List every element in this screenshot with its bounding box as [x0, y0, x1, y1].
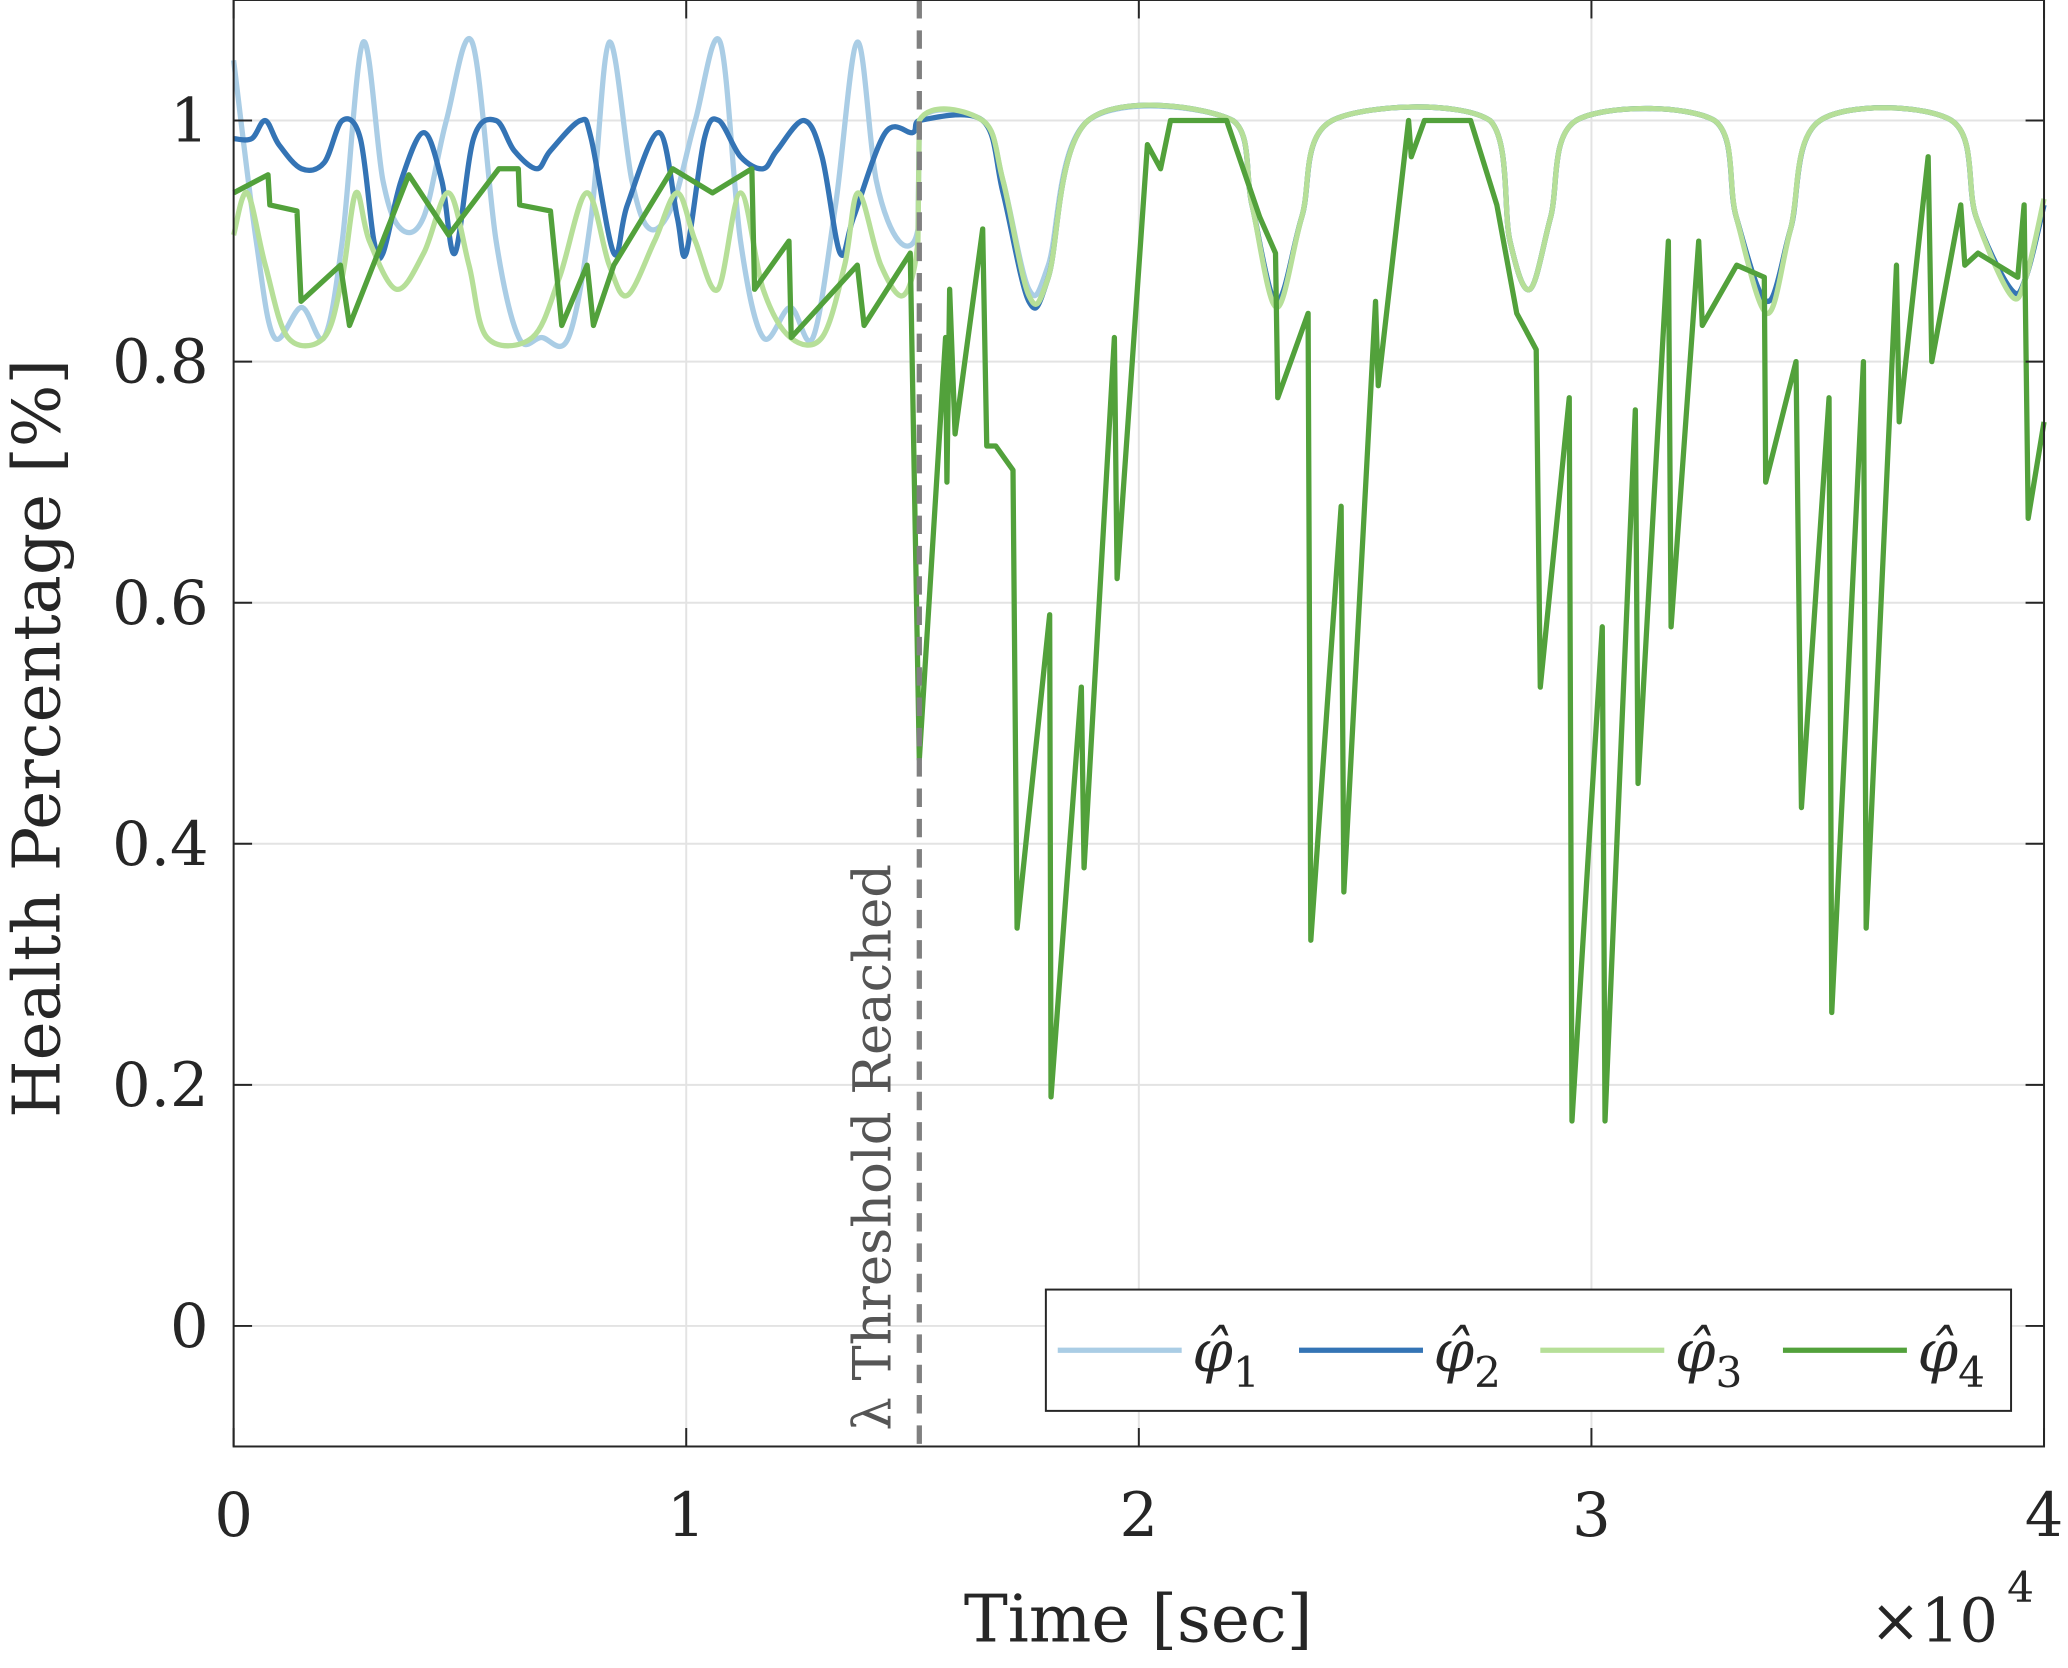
y-tick-labels: 0 0.2 0.4 0.6 0.8 1: [112, 87, 208, 1362]
x-tick-label: 1: [667, 1481, 706, 1551]
legend-label-subscript: 4: [1958, 1348, 1985, 1397]
legend-label-subscript: 3: [1715, 1348, 1742, 1397]
legend-label: φ̂4: [1917, 1317, 1984, 1397]
x-exponent-label: ×10 4: [1870, 1563, 2034, 1657]
legend-label-subscript: 1: [1233, 1348, 1260, 1397]
y-tick-label: 0.2: [112, 1051, 208, 1121]
legend-item-phi-4[interactable]: φ̂4: [1782, 1317, 1985, 1397]
series-line-phi-3: [231, 102, 2047, 349]
y-tick-label: 0.8: [112, 328, 208, 398]
tick-marks: [232, 0, 2046, 1447]
x-tick-label: 0: [214, 1481, 253, 1551]
y-axis-label: Health Percentage [%]: [0, 359, 76, 1118]
y-tick-label: 0.6: [112, 569, 208, 639]
y-tick-label: 1: [170, 87, 209, 157]
x-tick-label: 2: [1120, 1481, 1159, 1551]
threshold-annotation: λ Threshold Reached: [842, 864, 903, 1431]
x-tick-label: 4: [2025, 1481, 2064, 1551]
x-tick-labels: 0 1 2 3 4: [214, 1481, 2063, 1551]
y-tick-label: 0: [170, 1292, 209, 1362]
legend-label-subscript: 2: [1474, 1348, 1501, 1397]
x-exponent-power: 4: [2007, 1563, 2034, 1612]
plot-area: [231, 0, 2047, 1448]
legend[interactable]: φ̂1 φ̂2 φ̂3 φ̂4: [1044, 1288, 2013, 1412]
series-line-phi-4: [232, 117, 2047, 1124]
x-axis-label: Time [sec]: [964, 1581, 1313, 1658]
series-layer: [231, 36, 2047, 1124]
x-exponent-base: ×10: [1870, 1587, 1998, 1657]
y-tick-label: 0.4: [112, 810, 208, 880]
x-tick-label: 3: [1572, 1481, 1611, 1551]
